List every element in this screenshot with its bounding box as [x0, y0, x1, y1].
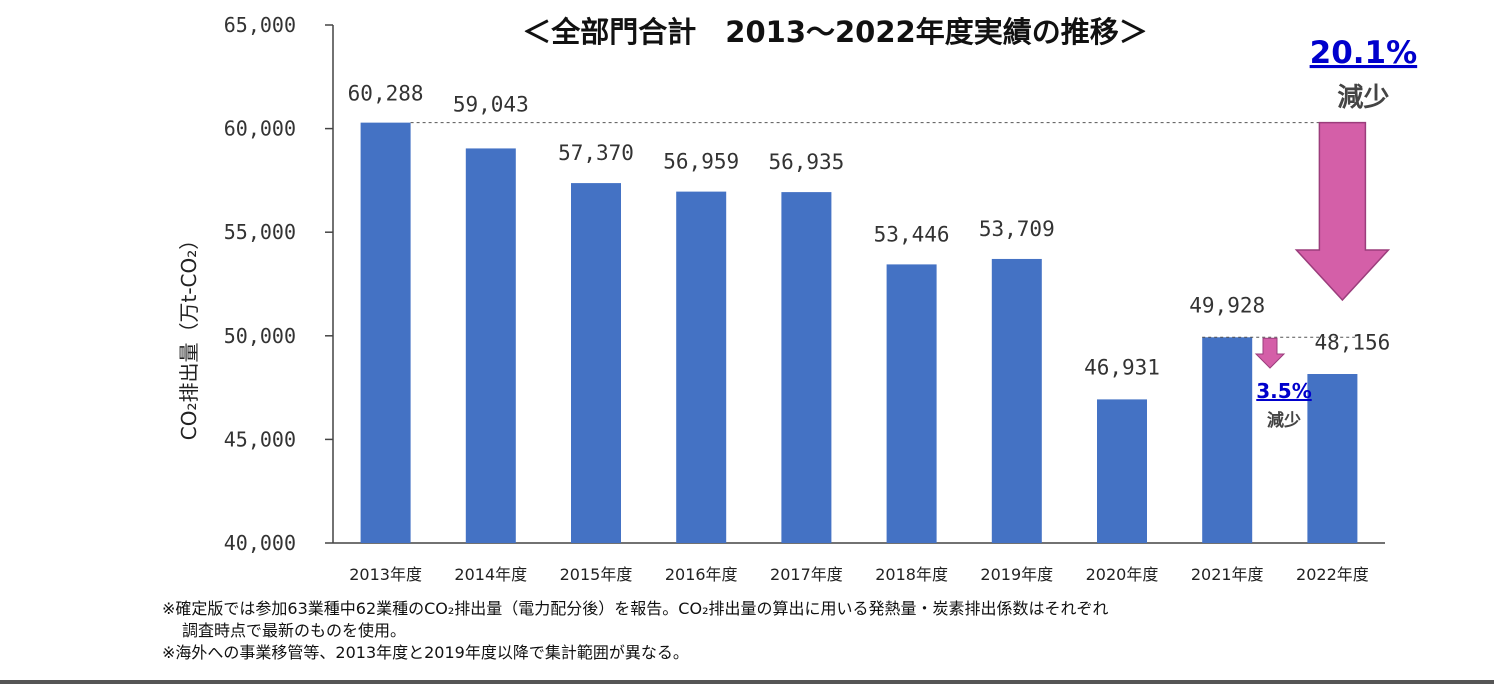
category-labels: 2013年度 2014年度 2015年度 2016年度 2017年度 2018年度 2019…: [349, 565, 1369, 584]
reduction-annotations: 20.1% 減少 3.5% 減少: [410, 35, 1418, 431]
co2-emissions-bar-chart: ＜全部門合計 2013～2022年度実績の推移＞ CO₂排出量（万t-CO₂） …: [177, 13, 1418, 584]
bar-value-label: 53,446: [874, 222, 950, 246]
bottom-rule: [0, 680, 1494, 684]
bar-value-label: 48,156: [1314, 330, 1390, 354]
footnote-2: ※海外への事業移管等、2013年度と2019年度以降で集計範囲が異なる。: [162, 643, 689, 662]
y-tick-label: 50,000: [224, 324, 296, 348]
bar: [1202, 337, 1253, 543]
footnotes: ※確定版では参加63業種中62業種のCO₂排出量（電力配分後）を報告。CO₂排出…: [162, 598, 1462, 664]
category-label: 2022年度: [1296, 565, 1369, 584]
reduction-label-yoy: 減少: [1267, 410, 1301, 431]
bar: [1097, 399, 1147, 543]
y-tick-label: 45,000: [224, 427, 296, 451]
reduction-label-total: 減少: [1337, 83, 1389, 113]
reduction-percent-yoy: 3.5%: [1256, 379, 1311, 403]
bars: [360, 122, 1358, 544]
category-label: 2014年度: [454, 565, 527, 584]
reduction-percent-total: 20.1%: [1310, 35, 1418, 71]
bar-value-label: 49,928: [1189, 293, 1265, 317]
category-label: 2019年度: [980, 565, 1053, 584]
category-label: 2015年度: [560, 565, 633, 584]
category-label: 2017年度: [770, 565, 843, 584]
chart-title: ＜全部門合計 2013～2022年度実績の推移＞: [522, 15, 1147, 49]
y-tick-label: 55,000: [224, 220, 296, 244]
y-tick-label: 40,000: [224, 531, 296, 555]
category-label: 2016年度: [665, 565, 738, 584]
bar-value-label: 46,931: [1084, 355, 1160, 379]
bar: [676, 191, 727, 543]
bar-value-label: 57,370: [558, 141, 634, 165]
axes: 40,000 45,000 50,000 55,000 60,000 65,000: [224, 13, 1385, 555]
bar: [1307, 374, 1358, 543]
small-down-arrow: [1254, 337, 1286, 369]
bar-value-label: 59,043: [453, 92, 529, 116]
category-label: 2018年度: [875, 565, 948, 584]
bar-value-label: 60,288: [348, 82, 424, 106]
footnote-1: ※確定版では参加63業種中62業種のCO₂排出量（電力配分後）を報告。CO₂排出…: [162, 599, 1109, 618]
category-label: 2021年度: [1191, 565, 1264, 584]
footnote-1-continued: 調査時点で最新のものを使用。: [182, 621, 407, 640]
bar: [781, 192, 832, 543]
bar: [465, 148, 516, 543]
y-tick-label: 65,000: [224, 13, 296, 37]
bar: [571, 183, 621, 543]
bar: [991, 258, 1042, 543]
bar: [886, 264, 937, 543]
bar-value-label: 53,709: [979, 217, 1055, 241]
category-label: 2013年度: [349, 565, 422, 584]
bar-value-label: 56,935: [768, 150, 844, 174]
big-down-arrow: [1294, 121, 1391, 302]
category-label: 2020年度: [1086, 565, 1159, 584]
value-labels: 60,288 59,043 57,370 56,959 56,935 53,446 53,7…: [348, 82, 1391, 380]
bar: [360, 122, 411, 544]
y-axis-label: CO₂排出量（万t-CO₂）: [177, 230, 201, 441]
bar-value-label: 56,959: [663, 150, 739, 174]
y-tick-label: 60,000: [224, 117, 296, 141]
